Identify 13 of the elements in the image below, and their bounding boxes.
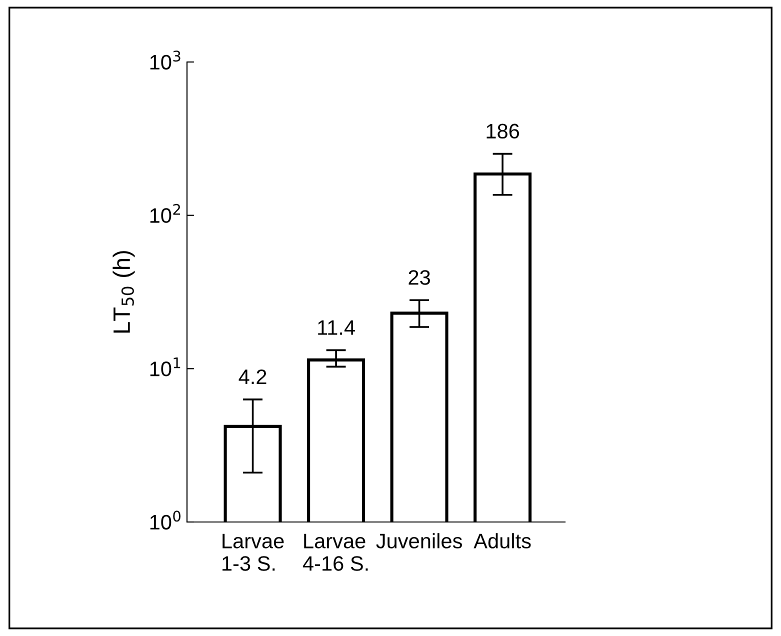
- x-tick-label: Larvae 4-16 S.: [302, 534, 368, 571]
- y-tick-label: 10$^{2}$: [150, 204, 180, 223]
- data-label: 11.4: [318, 320, 355, 335]
- y-tick-label: 10$^{1}$: [150, 357, 180, 376]
- data-label: 23: [408, 270, 430, 285]
- y-tick-label: 10$^{0}$: [150, 510, 180, 530]
- x-tick-label: Larvae 1-3 S.: [222, 534, 284, 571]
- data-label: 4.2: [238, 369, 266, 384]
- y-axis-title: LT$_{50}$ (h): [112, 251, 135, 333]
- data-label: 186: [486, 124, 520, 139]
- x-tick-label: Adults: [474, 533, 531, 548]
- y-tick-label: 10$^{3}$: [150, 50, 180, 70]
- x-tick-label: Juveniles: [376, 533, 462, 548]
